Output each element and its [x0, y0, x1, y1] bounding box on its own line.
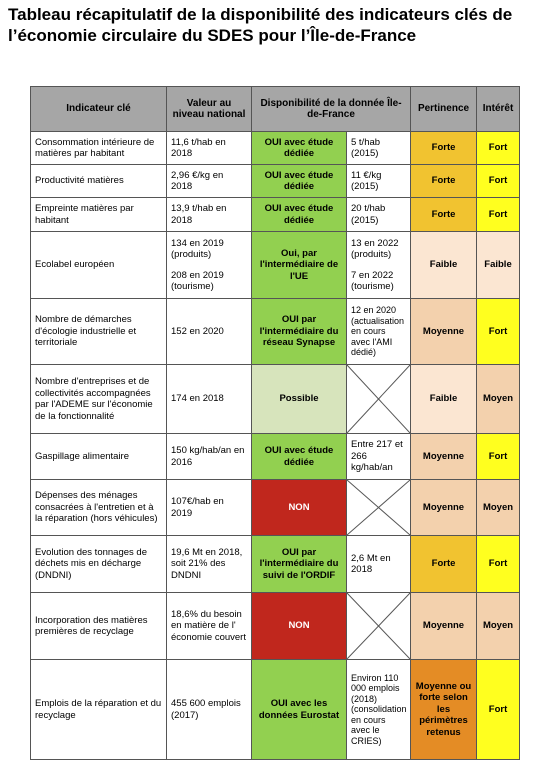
availability-cell: OUI avec les données Eurostat [251, 659, 347, 760]
pertinence-cell: Moyenne [410, 433, 478, 480]
availability-cell: Oui, par l'intermédiaire de l'UE [251, 231, 347, 299]
availability-cell: NON [251, 479, 347, 536]
availability-cell: OUI par l'intermédiaire du suivi de l'OR… [251, 535, 347, 593]
page-title: Tableau récapitulatif de la disponibilit… [8, 5, 513, 45]
table-row: Nombre d'entreprises et de collectivités… [30, 364, 521, 434]
idf-value-cell: Environ 110 000 emplois (2018) (consolid… [345, 659, 412, 760]
interet-cell: Fort [476, 298, 521, 365]
interet-cell: Fort [476, 131, 521, 165]
indicator-cell: Incorporation des matières premières de … [30, 592, 167, 660]
national-value-cell: 134 en 2019 (produits) 208 en 2019 (tour… [166, 231, 252, 299]
national-value-cell: 13,9 t/hab en 2018 [166, 197, 252, 232]
indicator-cell: Consommation intérieure de matières par … [30, 131, 167, 165]
interet-cell: Fort [476, 433, 521, 480]
idf-value-tourisme: 7 en 2022 (tourisme) [351, 269, 394, 293]
national-value-cell: 19,6 Mt en 2018, soit 21% des DNDNI [166, 535, 252, 593]
table-row: Gaspillage alimentaire 150 kg/hab/an en … [30, 433, 521, 480]
header-pertinence: Pertinence [410, 86, 478, 132]
idf-value-cell: 20 t/hab (2015) [345, 197, 412, 232]
availability-cell: NON [251, 592, 347, 660]
national-value-cell: 455 600 emplois (2017) [166, 659, 252, 760]
availability-cell: OUI avec étude dédiée [251, 197, 347, 232]
national-value-cell: 18,6% du besoin en matière de l' économi… [166, 592, 252, 660]
indicator-cell: Productivité matières [30, 164, 167, 198]
table-row: Consommation intérieure de matières par … [30, 131, 521, 165]
availability-cell: OUI par l'intermédiaire du réseau Synaps… [251, 298, 347, 365]
interet-cell: Fort [476, 164, 521, 198]
interet-cell: Moyen [476, 479, 521, 536]
indicator-cell: Emplois de la réparation et du recyclage [30, 659, 167, 760]
idf-value-produits: 13 en 2022 (produits) [351, 237, 399, 261]
pertinence-cell: Forte [410, 535, 478, 593]
pertinence-cell: Moyenne [410, 298, 478, 365]
indicator-cell: Dépenses des ménages consacrées à l'entr… [30, 479, 167, 536]
idf-empty-cell [345, 592, 412, 660]
availability-cell: OUI avec étude dédiée [251, 433, 347, 480]
table-row: Incorporation des matières premières de … [30, 592, 521, 660]
national-value-cell: 2,96 €/kg en 2018 [166, 164, 252, 198]
table-row: Nombre de démarches d'écologie industrie… [30, 298, 521, 365]
national-value-tourisme: 208 en 2019 (tourisme) [171, 269, 224, 293]
indicators-table: Indicateur clé Valeur au niveau national… [30, 86, 521, 760]
interet-cell: Moyen [476, 364, 521, 434]
table-row: Emplois de la réparation et du recyclage… [30, 659, 521, 760]
table-row: Evolution des tonnages de déchets mis en… [30, 535, 521, 593]
indicator-cell: Ecolabel européen [30, 231, 167, 299]
header-indicateur: Indicateur clé [30, 86, 167, 132]
interet-cell: Faible [476, 231, 521, 299]
table-row: Dépenses des ménages consacrées à l'entr… [30, 479, 521, 536]
interet-cell: Fort [476, 535, 521, 593]
indicator-cell: Nombre d'entreprises et de collectivités… [30, 364, 167, 434]
pertinence-cell: Forte [410, 164, 478, 198]
availability-cell: OUI avec étude dédiée [251, 164, 347, 198]
cross-icon [347, 593, 410, 659]
interet-cell: Moyen [476, 592, 521, 660]
national-value-cell: 174 en 2018 [166, 364, 252, 434]
cross-icon [347, 365, 410, 433]
idf-value-cell: 11 €/kg (2015) [345, 164, 412, 198]
idf-value-cell: 2,6 Mt en 2018 [345, 535, 412, 593]
cross-icon [347, 480, 410, 535]
table-row: Ecolabel européen 134 en 2019 (produits)… [30, 231, 521, 299]
national-value-cell: 11,6 t/hab en 2018 [166, 131, 252, 165]
idf-value-cell: 13 en 2022 (produits) 7 en 2022 (tourism… [345, 231, 412, 299]
indicator-cell: Gaspillage alimentaire [30, 433, 167, 480]
pertinence-cell: Moyenne [410, 592, 478, 660]
table-row: Empreinte matières par habitant 13,9 t/h… [30, 197, 521, 232]
pertinence-cell: Faible [410, 364, 478, 434]
national-value-cell: 150 kg/hab/an en 2016 [166, 433, 252, 480]
availability-cell: Possible [251, 364, 347, 434]
indicator-cell: Nombre de démarches d'écologie industrie… [30, 298, 167, 365]
pertinence-cell: Faible [410, 231, 478, 299]
idf-value-cell: Entre 217 et 266 kg/hab/an [345, 433, 412, 480]
interet-cell: Fort [476, 197, 521, 232]
indicator-cell: Evolution des tonnages de déchets mis en… [30, 535, 167, 593]
idf-value-cell: 12 en 2020 (actualisation en cours avec … [345, 298, 412, 365]
national-value-produits: 134 en 2019 (produits) [171, 237, 224, 261]
header-valeur: Valeur au niveau national [166, 86, 252, 132]
national-value-cell: 107€/hab en 2019 [166, 479, 252, 536]
idf-value-cell: 5 t/hab (2015) [345, 131, 412, 165]
national-value-cell: 152 en 2020 [166, 298, 252, 365]
interet-cell: Fort [476, 659, 521, 760]
pertinence-cell: Moyenne ou forte selon les périmètres re… [410, 659, 478, 760]
availability-cell: OUI avec étude dédiée [251, 131, 347, 165]
pertinence-cell: Forte [410, 197, 478, 232]
idf-empty-cell [345, 479, 412, 536]
idf-empty-cell [345, 364, 412, 434]
header-dispo: Disponibilité de la donnée Île-de-France [250, 86, 412, 132]
pertinence-cell: Forte [410, 131, 478, 165]
header-interet: Intérêt [476, 86, 521, 132]
pertinence-cell: Moyenne [410, 479, 478, 536]
table-row: Productivité matières 2,96 €/kg en 2018 … [30, 164, 521, 198]
indicator-cell: Empreinte matières par habitant [30, 197, 167, 232]
header-row: Indicateur clé Valeur au niveau national… [30, 86, 521, 132]
